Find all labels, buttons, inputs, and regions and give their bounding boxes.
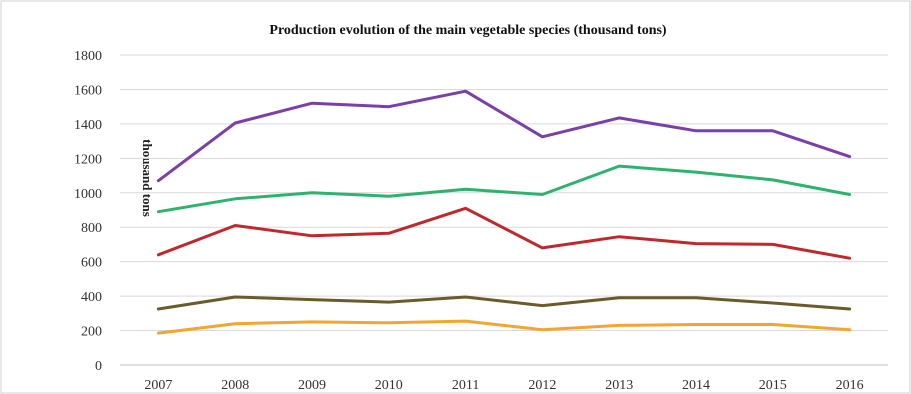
- series-lines: [156, 89, 852, 335]
- series-line-5: [156, 319, 852, 335]
- x-tick-label: 2016: [836, 378, 864, 393]
- y-tick-label: 1800: [74, 49, 102, 64]
- series-line-4: [156, 295, 852, 311]
- x-tick-label: 2009: [298, 378, 326, 393]
- x-tick-label: 2013: [605, 378, 633, 393]
- x-tick-label: 2010: [375, 378, 403, 393]
- series-line-3: [156, 206, 852, 260]
- y-tick-label: 600: [81, 256, 102, 271]
- series-line-2: [156, 164, 852, 214]
- y-tick-label: 1000: [74, 187, 102, 202]
- x-tick-label: 2011: [452, 378, 479, 393]
- y-tick-label: 1600: [74, 83, 102, 98]
- x-tick-label: 2015: [759, 378, 787, 393]
- y-tick-label: 800: [81, 221, 102, 236]
- x-tick-labels: 2007 2008 2009 2010 2011 2012 2013 2014 2015 2016: [144, 378, 863, 393]
- y-tick-label: 400: [81, 290, 102, 305]
- y-tick-label: 0: [95, 359, 102, 374]
- chart-title: Production evolution of the main vegetab…: [269, 23, 667, 38]
- y-tick-label: 200: [81, 325, 102, 340]
- y-axis-label: thousand tons: [140, 139, 155, 217]
- y-tick-labels: 0 200 400 600 800 1000 1200 1400 1600 1800: [74, 49, 102, 374]
- y-tick-label: 1400: [74, 118, 102, 133]
- x-tick-label: 2014: [682, 378, 710, 393]
- x-tick-label: 2007: [144, 378, 172, 393]
- x-tick-label: 2008: [221, 378, 249, 393]
- x-tick-label: 2012: [528, 378, 556, 393]
- y-tick-label: 1200: [74, 152, 102, 167]
- series-line-1: [156, 89, 852, 183]
